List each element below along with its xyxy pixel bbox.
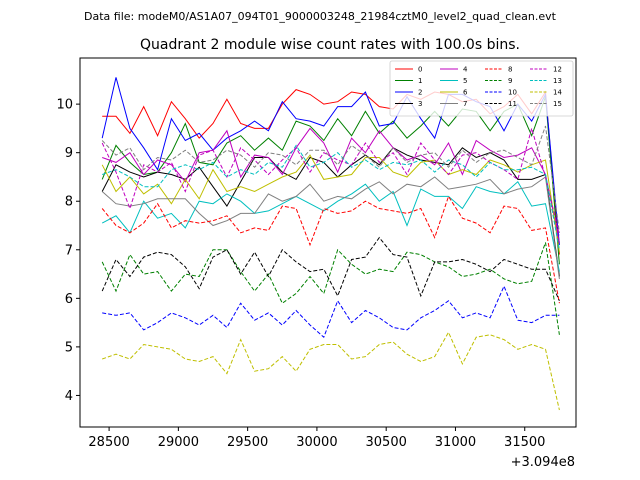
plot-series-group <box>101 77 560 411</box>
legend-label-5: 5 <box>463 77 467 85</box>
y-tick-label: 6 <box>65 292 73 307</box>
y-tick-label: 9 <box>65 146 73 161</box>
legend-label-15: 15 <box>553 100 562 108</box>
series-line-6 <box>101 154 560 253</box>
figure-suptitle: Data file: modeM0/AS1A07_094T01_90000032… <box>84 10 557 23</box>
legend-label-9: 9 <box>508 77 512 85</box>
legend-label-8: 8 <box>508 66 512 74</box>
y-tick-label: 7 <box>65 243 73 258</box>
legend-label-1: 1 <box>418 77 422 85</box>
legend-label-11: 11 <box>508 100 517 108</box>
series-line-1 <box>101 96 560 265</box>
legend-box <box>389 60 574 117</box>
chart-title: Quadrant 2 module wise count rates with … <box>140 37 520 53</box>
legend-label-12: 12 <box>553 66 562 74</box>
series-line-11 <box>101 236 560 302</box>
x-tick-label: 30500 <box>366 435 407 450</box>
series-line-7 <box>101 176 560 279</box>
series-line-15 <box>101 125 560 233</box>
legend-label-6: 6 <box>463 89 468 97</box>
y-tick-label: 4 <box>65 389 73 404</box>
y-tick-label: 8 <box>65 195 73 210</box>
legend-label-4: 4 <box>463 66 468 74</box>
legend-label-10: 10 <box>508 89 517 97</box>
x-tick-label: 30000 <box>296 435 337 450</box>
legend-label-14: 14 <box>553 89 562 97</box>
x-tick-label: 29000 <box>158 435 199 450</box>
series-line-5 <box>101 181 560 272</box>
series-line-14 <box>102 331 560 411</box>
x-tick-label: 31500 <box>504 435 545 450</box>
x-offset-label: +3.094e8 <box>511 455 575 470</box>
y-tick-label: 5 <box>65 340 73 355</box>
legend-label-0: 0 <box>418 66 422 74</box>
x-axis: 28500 29000 29500 30000 30500 31000 31500 <box>88 427 545 450</box>
legend-label-2: 2 <box>418 89 422 97</box>
y-tick-label: 10 <box>56 98 73 113</box>
series-line-13 <box>102 144 560 250</box>
plot-frame <box>79 57 577 428</box>
x-tick-label: 28500 <box>88 435 129 450</box>
series-line-9 <box>101 242 560 335</box>
series-line-8 <box>101 195 560 304</box>
legend-label-3: 3 <box>418 100 422 108</box>
legend-label-13: 13 <box>553 77 562 85</box>
x-tick-label: 29500 <box>227 435 268 450</box>
x-tick-label: 31000 <box>435 435 476 450</box>
legend-label-7: 7 <box>463 100 467 108</box>
y-axis: 4 5 6 7 8 9 10 <box>56 98 80 404</box>
